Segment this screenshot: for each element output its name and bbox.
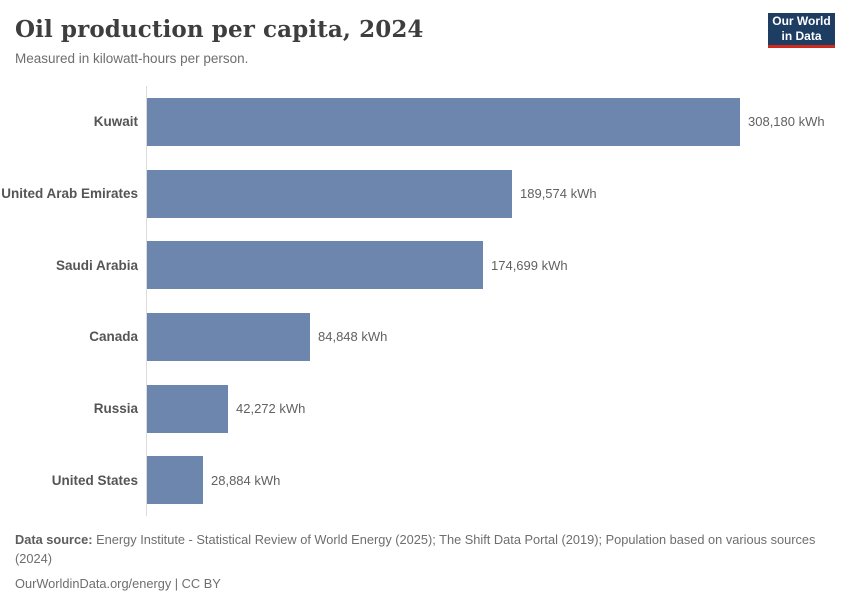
country-label[interactable]: Russia [93, 401, 138, 417]
country-label[interactable]: United Arab Emirates [1, 186, 138, 201]
bar-track: 28,884 kWh [146, 444, 835, 517]
chart-title: Oil production per capita, 2024 [15, 16, 424, 43]
value-label: 42,272 kWh [236, 401, 306, 417]
bar-row: Saudi Arabia 174,699 kWh [15, 229, 835, 302]
bar[interactable] [147, 97, 740, 146]
bar-track: 84,848 kWh [146, 301, 835, 373]
country-label[interactable]: United States [51, 472, 138, 488]
bar-row: United States 28,884 kWh [15, 444, 835, 517]
bar-row: Russia 42,272 kWh [15, 372, 835, 445]
bar-track: 174,699 kWh [146, 229, 835, 302]
data-source-text: Energy Institute - Statistical Review of… [15, 532, 816, 566]
bar[interactable] [147, 384, 228, 433]
bar[interactable] [147, 456, 203, 505]
bar[interactable] [147, 312, 310, 361]
bar-chart: Kuwait 308,180 kWh United Arab Emirates 189… [1, 86, 835, 517]
bar-row: Kuwait 308,180 kWh [15, 86, 835, 158]
license-line[interactable]: OurWorldinData.org/energy | CC BY [15, 576, 221, 592]
value-label: 84,848 kWh [318, 329, 388, 345]
value-label: 174,699 kWh [491, 257, 568, 273]
owid-logo-line1: Our World [772, 14, 831, 28]
chart-footer: Data source: Energy Institute - Statisti… [15, 531, 827, 594]
value-label: 28,884 kWh [211, 472, 281, 488]
data-source-label: Data source: [15, 532, 93, 547]
bar-track: 308,180 kWh [146, 86, 835, 158]
chart-subtitle: Measured in kilowatt-hours per person. [15, 50, 249, 66]
owid-logo-line2: in Data [781, 29, 822, 43]
country-label[interactable]: Kuwait [93, 114, 138, 130]
bar-track: 42,272 kWh [146, 372, 835, 445]
bar-row: United Arab Emirates 189,574 kWh [1, 157, 835, 230]
value-label: 308,180 kWh [748, 114, 825, 130]
bar-row: Canada 84,848 kWh [15, 301, 835, 373]
bar[interactable] [147, 241, 483, 290]
owid-logo[interactable]: Our World in Data [768, 13, 835, 48]
chart-header: Oil production per capita, 2024 Measured… [15, 16, 750, 66]
bar-track: 189,574 kWh [146, 157, 835, 230]
country-label[interactable]: Canada [89, 329, 138, 345]
value-label: 189,574 kWh [520, 186, 597, 201]
bar[interactable] [147, 169, 512, 218]
data-source-line: Data source: Energy Institute - Statisti… [15, 531, 827, 568]
country-label[interactable]: Saudi Arabia [55, 257, 138, 273]
